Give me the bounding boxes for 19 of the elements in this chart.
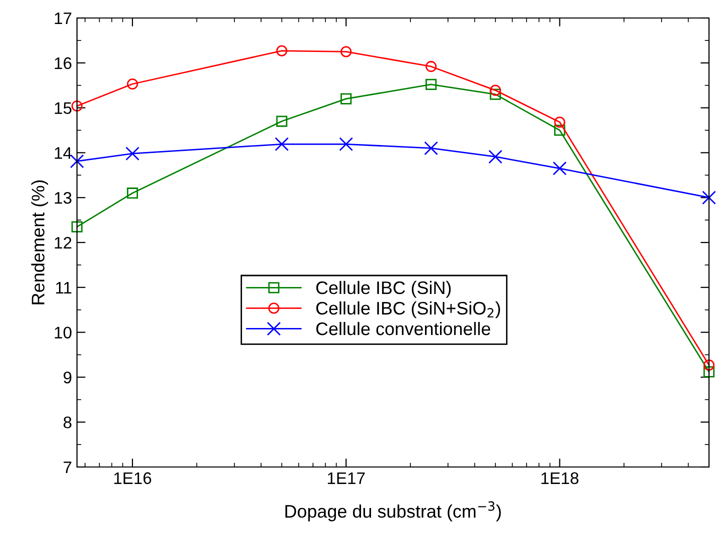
y-tick-label: 14 xyxy=(54,147,72,159)
y-tick-label: 13 xyxy=(54,192,72,204)
y-tick-label: 9 xyxy=(64,372,72,384)
legend-label: Cellule IBC (SiN) xyxy=(316,280,451,298)
y-tick-label: 12 xyxy=(54,236,72,249)
y-tick-label: 11 xyxy=(56,282,72,294)
x-tick-label: 1E16 xyxy=(114,472,152,484)
y-tick-label: 17 xyxy=(54,12,72,24)
y-tick-label: 16 xyxy=(54,57,72,70)
y-tick-label: 8 xyxy=(64,416,72,428)
legend-label: Cellule IBC (SiN+SiO$_{2}$) xyxy=(316,301,500,318)
x-tick-label: 1E18 xyxy=(542,472,578,484)
y-tick-label: 10 xyxy=(54,326,72,339)
y-axis-title: Rendement (%) xyxy=(31,180,48,304)
x-tick-label: 1E17 xyxy=(328,472,365,484)
x-axis-title: Dopage du substrat (cm$^{−3}$) xyxy=(285,501,501,522)
y-tick-label: 7 xyxy=(64,462,72,474)
y-tick-label: 15 xyxy=(54,102,72,114)
legend-label: Cellule conventionelle xyxy=(316,322,490,336)
